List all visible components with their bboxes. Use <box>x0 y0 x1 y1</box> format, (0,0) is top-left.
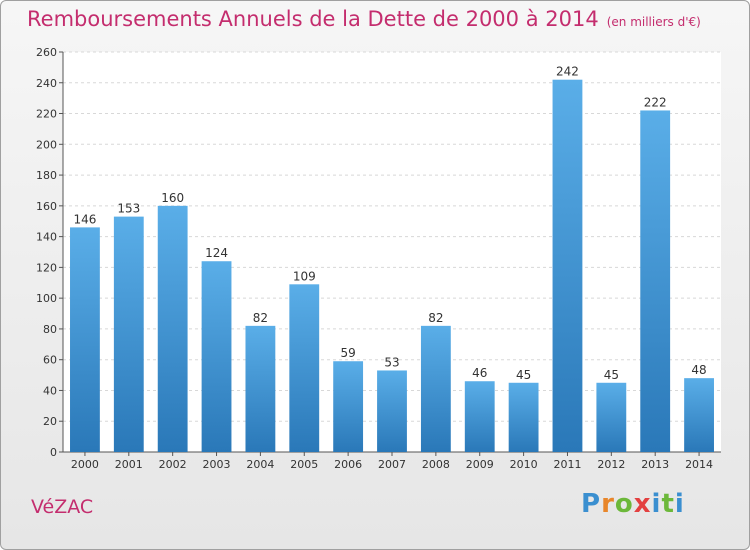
y-tick-label: 80 <box>43 323 57 336</box>
bar-value-label: 222 <box>644 95 667 109</box>
proxiti-logo: Proxiti <box>581 489 685 519</box>
bar <box>552 79 583 452</box>
y-tick-label: 140 <box>36 231 57 244</box>
y-tick-label: 260 <box>36 46 57 59</box>
bar <box>113 216 144 452</box>
x-tick-label: 2013 <box>641 458 669 471</box>
y-tick-label: 20 <box>43 415 57 428</box>
logo-letter: x <box>633 489 652 519</box>
y-tick-label: 60 <box>43 354 57 367</box>
bar-value-label: 48 <box>691 363 706 377</box>
x-tick-label: 2011 <box>553 458 581 471</box>
x-tick-label: 2012 <box>597 458 625 471</box>
x-tick-label: 2004 <box>246 458 274 471</box>
chart-title: Remboursements Annuels de la Dette de 20… <box>27 7 701 31</box>
bar-value-label: 53 <box>384 355 399 369</box>
logo-letter: r <box>601 489 615 519</box>
commune-name: VéZAC <box>31 496 94 518</box>
y-tick-label: 40 <box>43 384 57 397</box>
bar-value-label: 82 <box>253 311 268 325</box>
bar-value-label: 82 <box>428 311 443 325</box>
bar-value-label: 124 <box>205 246 228 260</box>
logo-letter: i <box>651 489 662 519</box>
bar <box>70 227 100 452</box>
y-tick-label: 200 <box>36 138 57 151</box>
logo-letter: i <box>674 489 685 519</box>
x-tick-label: 2003 <box>203 458 231 471</box>
bar-value-label: 109 <box>293 269 316 283</box>
bar-value-label: 45 <box>604 368 619 382</box>
x-tick-label: 2009 <box>466 458 494 471</box>
bar-value-label: 242 <box>556 65 579 79</box>
bar <box>508 382 539 452</box>
bar <box>157 205 188 452</box>
x-tick-label: 2014 <box>685 458 713 471</box>
bar-value-label: 153 <box>117 202 140 216</box>
x-tick-label: 2006 <box>334 458 362 471</box>
x-tick-label: 2005 <box>290 458 318 471</box>
y-tick-label: 180 <box>36 169 57 182</box>
y-tick-label: 160 <box>36 200 57 213</box>
y-tick-label: 240 <box>36 77 57 90</box>
bar-value-label: 146 <box>73 212 96 226</box>
logo-letter: P <box>581 489 602 519</box>
logo-letter: o <box>614 489 634 519</box>
bar-value-label: 160 <box>161 191 184 205</box>
chart-subtitle: (en milliers d'€) <box>606 15 701 29</box>
bar <box>289 284 320 452</box>
bar <box>684 378 714 452</box>
bar <box>420 325 451 452</box>
y-tick-label: 220 <box>36 108 57 121</box>
bar <box>333 361 364 452</box>
bar <box>245 325 276 452</box>
x-tick-label: 2000 <box>71 458 99 471</box>
bar <box>377 370 407 452</box>
y-tick-label: 100 <box>36 292 57 305</box>
bar <box>201 261 232 452</box>
x-tick-label: 2007 <box>378 458 406 471</box>
x-tick-label: 2001 <box>115 458 143 471</box>
bar <box>596 382 627 452</box>
x-tick-label: 2010 <box>510 458 538 471</box>
x-tick-label: 2002 <box>159 458 187 471</box>
y-tick-label: 120 <box>36 261 57 274</box>
bar-value-label: 46 <box>472 366 487 380</box>
chart-title-text: Remboursements Annuels de la Dette de 20… <box>27 7 599 31</box>
y-tick-label: 0 <box>50 446 57 459</box>
x-tick-label: 2008 <box>422 458 450 471</box>
bar-value-label: 45 <box>516 368 531 382</box>
bar <box>464 381 495 452</box>
bar-value-label: 59 <box>340 346 355 360</box>
bar <box>640 110 671 452</box>
logo-letter: t <box>661 489 675 519</box>
